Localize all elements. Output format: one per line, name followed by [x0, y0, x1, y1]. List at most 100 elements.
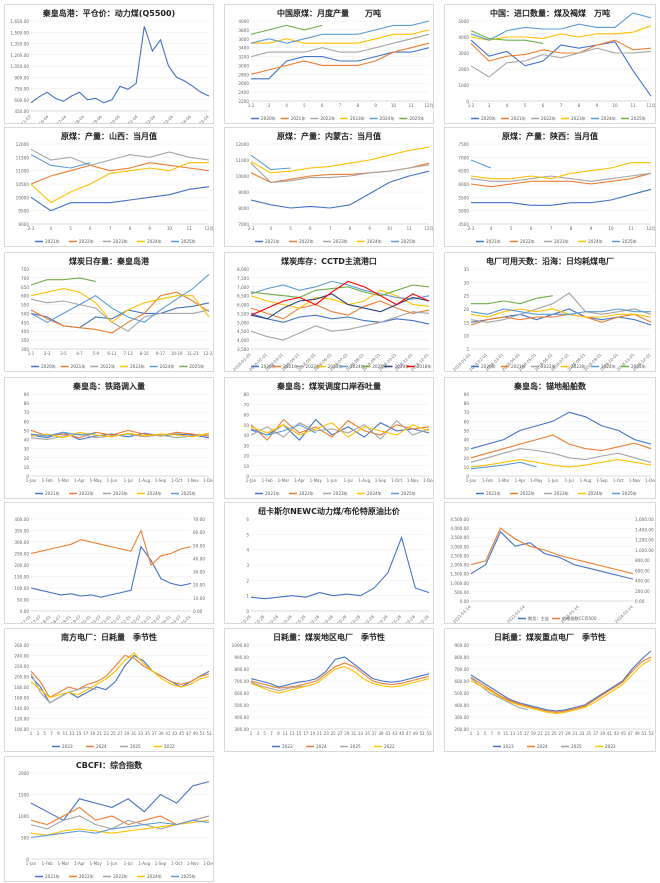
x-tick-label: 1-Sep: [155, 478, 167, 483]
y-tick-label: 0: [246, 609, 249, 614]
series-line: [250, 24, 323, 35]
y-tick-label: 3,500: [237, 347, 249, 352]
x-tick-label: 51: [642, 731, 648, 736]
x-tick-label: 1-Nov: [187, 478, 199, 483]
y-tick-label: 500.00: [454, 691, 469, 696]
series-line: [470, 313, 652, 326]
x-tick-label: 9: [57, 731, 60, 736]
chart-title: 日耗量：煤炭重点电厂 季节性: [494, 633, 606, 642]
x-tick-label: 8: [129, 226, 132, 231]
series-line: [30, 429, 210, 439]
x-tick-label: 1-Jul: [124, 478, 133, 483]
y-tick-label: 4500: [458, 222, 469, 227]
legend-label: 2023年: [113, 238, 128, 245]
legend-label: 2023: [282, 744, 293, 749]
legend-label: 2022年: [79, 873, 94, 880]
y-tick-label: 900.00: [454, 643, 469, 648]
legend-label: 2023年: [113, 490, 128, 497]
x-tick-label: 7-13: [124, 351, 134, 356]
y-tick-label: 2200: [238, 99, 249, 104]
x-tick-label: 1-Sep: [155, 861, 167, 866]
x-tick-label: 6: [530, 226, 533, 231]
x-tick-label: 31: [131, 731, 137, 736]
y-tick-label: 4,500.00: [450, 517, 469, 522]
y-tick-label: 2000: [18, 771, 29, 776]
series-line: [30, 186, 210, 212]
chart-panel-p16: 日耗量：煤炭地区电厂 季节性 1000.00 900.00 800.00 700.00 6…: [224, 628, 434, 752]
y-tick-label: 40: [464, 438, 470, 443]
y-tick-label: 80: [464, 401, 470, 406]
x-tick-label: 9: [148, 226, 151, 231]
y-tick-label: 500: [21, 836, 29, 841]
x-tick-label: 2020-07: [86, 614, 102, 624]
y-tick-label: 50: [464, 428, 470, 433]
y-tick-label: 2600: [238, 81, 249, 86]
chart-panel-p9: 秦皇岛：铁路调入量 90 80 70 60 50 40 30 20 10 0 1-Jan 1-Feb 1-…: [4, 377, 214, 499]
y-tick-label: 3000: [238, 63, 249, 68]
y-tick-label: 450: [21, 320, 29, 325]
x-tick-label: 5: [289, 226, 292, 231]
y-tick-label: 300.00: [14, 540, 29, 545]
x-tick-label: 8: [357, 103, 360, 108]
y-tick-label: 90: [24, 392, 30, 397]
y-tick-label: 3000: [458, 51, 469, 56]
x-tick-label: 8: [570, 226, 573, 231]
x-tick-label: 1-Apr: [74, 861, 85, 866]
chart-svg: 1000.00 900.00 800.00 700.00 600.00 500.00 400…: [232, 643, 432, 749]
y-tick-label: 120.00: [14, 717, 29, 722]
chart-svg: 2000 1500 1000 500 01-Jan 1-Feb 1-Mar 1-Apr 1-Ma…: [18, 771, 213, 880]
y-tick-label: 7,000: [237, 285, 249, 290]
series-line: [470, 30, 544, 44]
series-line: [30, 545, 192, 598]
legend-label: 2023年: [333, 238, 348, 245]
legend-label: 2022年: [100, 363, 115, 370]
x-tick-label: 11: [628, 226, 634, 231]
x-tick-label: 2023-04: [159, 114, 175, 124]
y-tick-label: 3,500.00: [450, 535, 469, 540]
chart-panel-p17: 日耗量：煤炭重点电厂 季节性 900.00 800.00 700.00 600.00 50…: [444, 628, 656, 752]
y-tick-label: 1,200.00: [10, 53, 29, 58]
x-tick-label: 3: [477, 731, 480, 736]
legend-label: 2024: [96, 744, 107, 749]
x-tick-label: 9: [596, 103, 599, 108]
y-tick-label: 650: [21, 285, 29, 290]
chart-svg: 65432102011-10-282012-10-282013-10-28201…: [232, 517, 430, 623]
chart-panel-p6: 煤炭日存量：秦皇岛港 750 700 650 600 550 500 450 400 350 300…: [4, 252, 214, 372]
chart-svg: 900.00 800.00 700.00 600.00 500.00 400.00 300.…: [454, 643, 654, 749]
y-tick-label: 1000.00: [232, 643, 250, 648]
series-line: [30, 781, 210, 822]
series-line: [250, 418, 430, 441]
chart-panel-p18: CBCFI：综合指数 2000 1500 1000 500 0 1-Jan 1-Feb 1-Ma…: [4, 756, 214, 882]
y-tick-label: 400: [21, 329, 29, 334]
y-tick-label: 600.00: [234, 691, 249, 696]
x-tick-label: 23: [104, 731, 110, 736]
x-tick-label: 13: [510, 731, 516, 736]
x-tick-label: 39: [379, 731, 385, 736]
chart-svg: 80 70 60 50 40 30 20 10 01-Jan 1-Feb 1-Mar 1-Apr 1-M…: [244, 392, 433, 497]
legend-label: 2024: [316, 744, 327, 749]
legend-label: 2021年: [283, 363, 298, 370]
x-tick-label: 2020-04: [105, 114, 121, 124]
series-line: [470, 434, 652, 459]
legend-label: 2025: [350, 744, 361, 749]
series-line: [30, 26, 210, 104]
y-tick-label: 800.00: [454, 655, 469, 660]
x-tick-label: 5: [263, 731, 266, 736]
legend-label: 2025年: [189, 363, 204, 370]
legend-label: 2023年: [328, 363, 343, 370]
x-tick-label: 47: [628, 731, 634, 736]
x-tick-label: 2024-04: [177, 114, 193, 124]
y-tick-label: 100.00: [14, 586, 29, 591]
y-tick-label: 7500: [458, 142, 469, 147]
x-tick-label: 2-3: [44, 351, 51, 356]
x-tick-label: 9: [374, 103, 377, 108]
y-tick-label: 5000: [458, 209, 469, 214]
x-tick-label: 5: [510, 226, 513, 231]
legend-label: 2022年: [520, 490, 535, 497]
x-tick-label: 2024-07: [166, 614, 182, 624]
x-tick-label: 1-2: [248, 103, 255, 108]
y-tick-label: 7,500: [237, 276, 249, 281]
x-tick-label: 45: [399, 731, 405, 736]
y2-tick-label: 60.00: [193, 530, 205, 535]
legend-label: 2023年: [130, 363, 145, 370]
